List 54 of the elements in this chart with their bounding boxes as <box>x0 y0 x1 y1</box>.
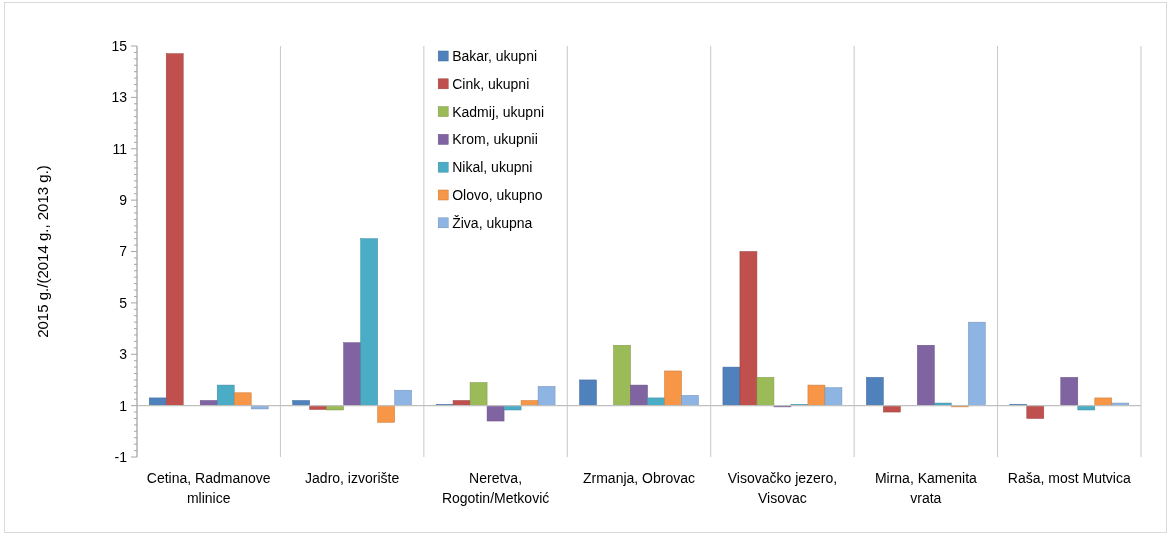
y-tick-label: -1 <box>114 448 128 465</box>
legend-label: Kadmij, ukupni <box>452 103 545 120</box>
y-tick-label: 1 <box>119 397 128 414</box>
bar <box>360 238 378 406</box>
bar <box>739 251 758 406</box>
x-tick-label: Cetina, Radmanove mlinice <box>146 470 271 506</box>
y-tick-label: 15 <box>111 37 128 54</box>
y-tick-label: 9 <box>119 192 128 209</box>
bar <box>537 386 556 406</box>
bar <box>165 53 184 406</box>
bar <box>1077 405 1096 411</box>
y-axis-title: 2015 g./(2014 g., 2013 g.) <box>34 165 51 338</box>
y-tick-label: 13 <box>111 89 128 106</box>
bar <box>326 405 344 411</box>
y-tick-label: 5 <box>119 294 128 311</box>
bar <box>681 395 699 406</box>
bar <box>630 384 648 406</box>
bar <box>343 342 361 406</box>
bar <box>579 379 597 406</box>
bar <box>613 345 631 406</box>
x-tick-label: Raša, most Mutvica <box>1007 470 1131 486</box>
bar <box>486 405 505 422</box>
bar <box>233 392 252 406</box>
bar <box>917 345 935 406</box>
bar <box>377 405 395 423</box>
legend-label: Olovo, ukupno <box>452 186 543 203</box>
x-tick-label: Neretva, Rogotin/Metković <box>441 470 550 506</box>
legend-label: Živa, ukupna <box>452 214 533 231</box>
x-tick-label: Zrmanja, Obrovac <box>582 470 696 486</box>
bar <box>756 377 775 406</box>
bar <box>883 405 901 413</box>
legend-label: Nikal, ukupni <box>452 159 533 176</box>
legend-label: Cink, ukupni <box>452 75 530 92</box>
bar <box>722 366 741 406</box>
bar <box>824 387 843 406</box>
y-tick-label: 3 <box>119 346 128 363</box>
legend-label: Bakar, ukupni <box>452 47 538 64</box>
y-tick-label: 11 <box>112 140 128 157</box>
bar <box>503 405 522 411</box>
x-tick-label: Visovačko jezero, Visovac <box>727 470 838 506</box>
bar <box>394 389 412 406</box>
bar <box>866 377 884 406</box>
bar <box>216 384 235 406</box>
x-tick-label: Mirna, Kamenita vrata <box>874 470 978 506</box>
x-tick-label: Jadro, izvorište <box>305 470 400 486</box>
legend-label: Krom, ukupnii <box>452 131 538 148</box>
bar <box>469 382 488 406</box>
bar <box>250 405 269 410</box>
bar <box>1026 405 1045 419</box>
bar <box>968 321 986 406</box>
bar <box>1060 377 1079 406</box>
bar <box>664 370 682 406</box>
bar <box>807 384 826 406</box>
y-tick-label: 7 <box>119 243 128 260</box>
